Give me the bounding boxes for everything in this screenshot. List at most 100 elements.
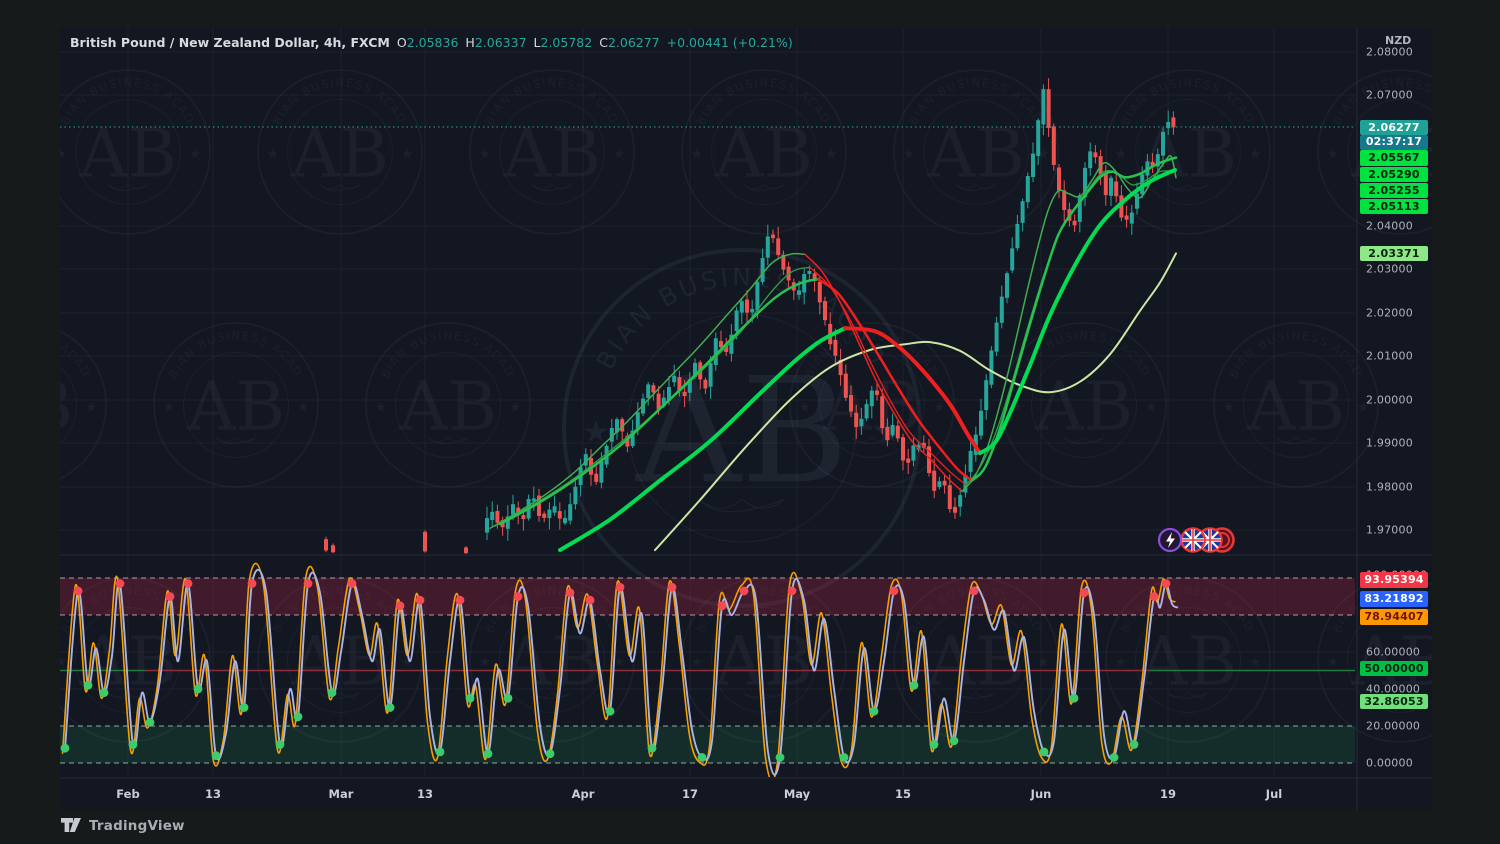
svg-text:★: ★	[1115, 147, 1128, 163]
svg-text:★: ★	[1115, 655, 1128, 671]
axis-tick-label: 2.04000	[1366, 219, 1413, 233]
svg-text:★: ★	[85, 400, 98, 416]
svg-text:★: ★	[189, 147, 202, 163]
fast-ema	[804, 253, 963, 493]
ohlc-low: L2.05782	[533, 34, 593, 50]
axis-tick-label: 0.00000	[1366, 756, 1413, 770]
axis-tick-label: 2.02000	[1366, 306, 1413, 320]
time-tick-label: Mar	[328, 787, 354, 801]
mid-ema	[970, 156, 1178, 482]
slow-trend-ma	[843, 326, 982, 456]
time-tick-label: 13	[416, 787, 434, 801]
tradingview-logo[interactable]: TradingView	[60, 817, 185, 834]
axis-tick-label: 2.00000	[1366, 393, 1413, 407]
price-badge: 2.05113	[1360, 198, 1428, 214]
time-tick-label: 17	[681, 787, 699, 801]
axis-tick-label: 1.98000	[1366, 480, 1413, 494]
axis-tick-label: 2.08000	[1366, 45, 1413, 59]
svg-text:★: ★	[613, 147, 626, 163]
svg-text:★: ★	[799, 400, 812, 416]
svg-text:ARABIAN BUSINESS ACADEMY: ARABIAN BUSINESS ACADEMY	[0, 0, 410, 127]
svg-text:AB: AB	[398, 368, 497, 446]
svg-text:★: ★	[1461, 147, 1474, 163]
price-badge: 78.94407	[1360, 609, 1428, 625]
svg-text:AB: AB	[1034, 368, 1133, 446]
mid-ema	[816, 277, 974, 482]
svg-text:AB: AB	[502, 115, 601, 193]
svg-text:★: ★	[479, 655, 492, 671]
svg-text:★: ★	[1037, 655, 1050, 671]
axis-tick-label: 20.00000	[1366, 719, 1421, 733]
time-tick-label: May	[783, 787, 811, 801]
price-badge: 32.86053	[1360, 693, 1428, 709]
symbol-title[interactable]: British Pound / New Zealand Dollar, 4h, …	[70, 34, 390, 50]
svg-text:★: ★	[1327, 655, 1340, 671]
watermark-layer: ARABIAN BUSINESS ACADEMYAB★★ARABIAN BUSI…	[0, 0, 1474, 743]
svg-text:★: ★	[1145, 400, 1158, 416]
price-badge: 2.05255	[1360, 182, 1428, 198]
svg-text:★: ★	[825, 147, 838, 163]
time-tick-label: Jul	[1265, 787, 1283, 801]
oscillator-pane	[60, 562, 1355, 777]
pale-slow-ma	[654, 252, 1177, 552]
axis-tick-label: 1.99000	[1366, 436, 1413, 450]
gbp-flag-icon	[1180, 527, 1206, 553]
grid-lines	[60, 28, 1355, 778]
svg-text:AB: AB	[186, 368, 285, 446]
svg-text:★: ★	[1249, 147, 1262, 163]
time-tick-label: 19	[1159, 787, 1177, 801]
time-axis[interactable]: Feb 13 Mar 13 Apr 17 May 15 Jun 19 Jul	[60, 782, 1357, 810]
price-axis[interactable]: NZD 2.08000 2.07000 2.04000 2.03000 2.02000 2…	[1357, 28, 1432, 810]
price-badge: 2.05567	[1360, 150, 1428, 166]
price-change: +0.00441 (+0.21%)	[666, 34, 793, 50]
ohlc-high: H2.06337	[465, 34, 527, 50]
svg-text:★: ★	[691, 655, 704, 671]
svg-text:AB: AB	[1246, 368, 1345, 446]
svg-text:ARABIAN BUSINESS ACADEMY: ARABIAN BUSINESS ACADEMY	[0, 0, 834, 127]
svg-text:★: ★	[375, 400, 388, 416]
time-tick-label: 15	[894, 787, 912, 801]
fast-ema-2	[809, 266, 967, 486]
svg-text:AB: AB	[1138, 623, 1237, 701]
ohlc-open: O2.05836	[396, 34, 459, 50]
axis-tick-label: 60.00000	[1366, 645, 1421, 659]
time-tick-label: Feb	[116, 787, 140, 801]
svg-text:★: ★	[267, 147, 280, 163]
svg-text:★: ★	[1223, 400, 1236, 416]
svg-text:★: ★	[933, 400, 946, 416]
axis-currency-label: NZD	[1385, 34, 1412, 47]
fast-ema	[489, 252, 806, 530]
tradingview-mark-icon	[61, 818, 81, 832]
svg-text:★: ★	[1327, 147, 1340, 163]
axis-tick-label: 1.97000	[1366, 523, 1413, 537]
svg-text:★: ★	[55, 147, 68, 163]
lightning-bolt-icon[interactable]	[1157, 527, 1183, 553]
time-tick-label: Apr	[571, 787, 595, 801]
svg-text:★: ★	[1357, 400, 1370, 416]
price-badge: 2.06277	[1360, 119, 1428, 135]
svg-text:★: ★	[903, 147, 916, 163]
svg-text:★: ★	[613, 655, 626, 671]
svg-text:AB: AB	[78, 115, 177, 193]
svg-text:★: ★	[509, 400, 522, 416]
price-badge: 2.03371	[1360, 245, 1428, 261]
instrument-icons	[1157, 527, 1235, 553]
svg-text:★: ★	[691, 147, 704, 163]
svg-text:★: ★	[163, 400, 176, 416]
svg-text:AB: AB	[926, 115, 1025, 193]
price-badge: 2.05290	[1360, 166, 1428, 182]
axis-tick-label: 2.01000	[1366, 349, 1413, 363]
price-badge: 02:37:17	[1360, 135, 1428, 150]
price-badge: 50.00000	[1360, 660, 1428, 676]
time-tick-label: Jun	[1030, 787, 1052, 801]
svg-text:AB: AB	[635, 347, 849, 516]
time-tick-label: 13	[204, 787, 222, 801]
svg-text:★: ★	[479, 147, 492, 163]
slow-trend-ma	[558, 326, 847, 553]
svg-text:★: ★	[297, 400, 310, 416]
mid-ema	[498, 277, 820, 526]
svg-text:AB: AB	[502, 623, 601, 701]
price-pane	[324, 78, 1178, 554]
